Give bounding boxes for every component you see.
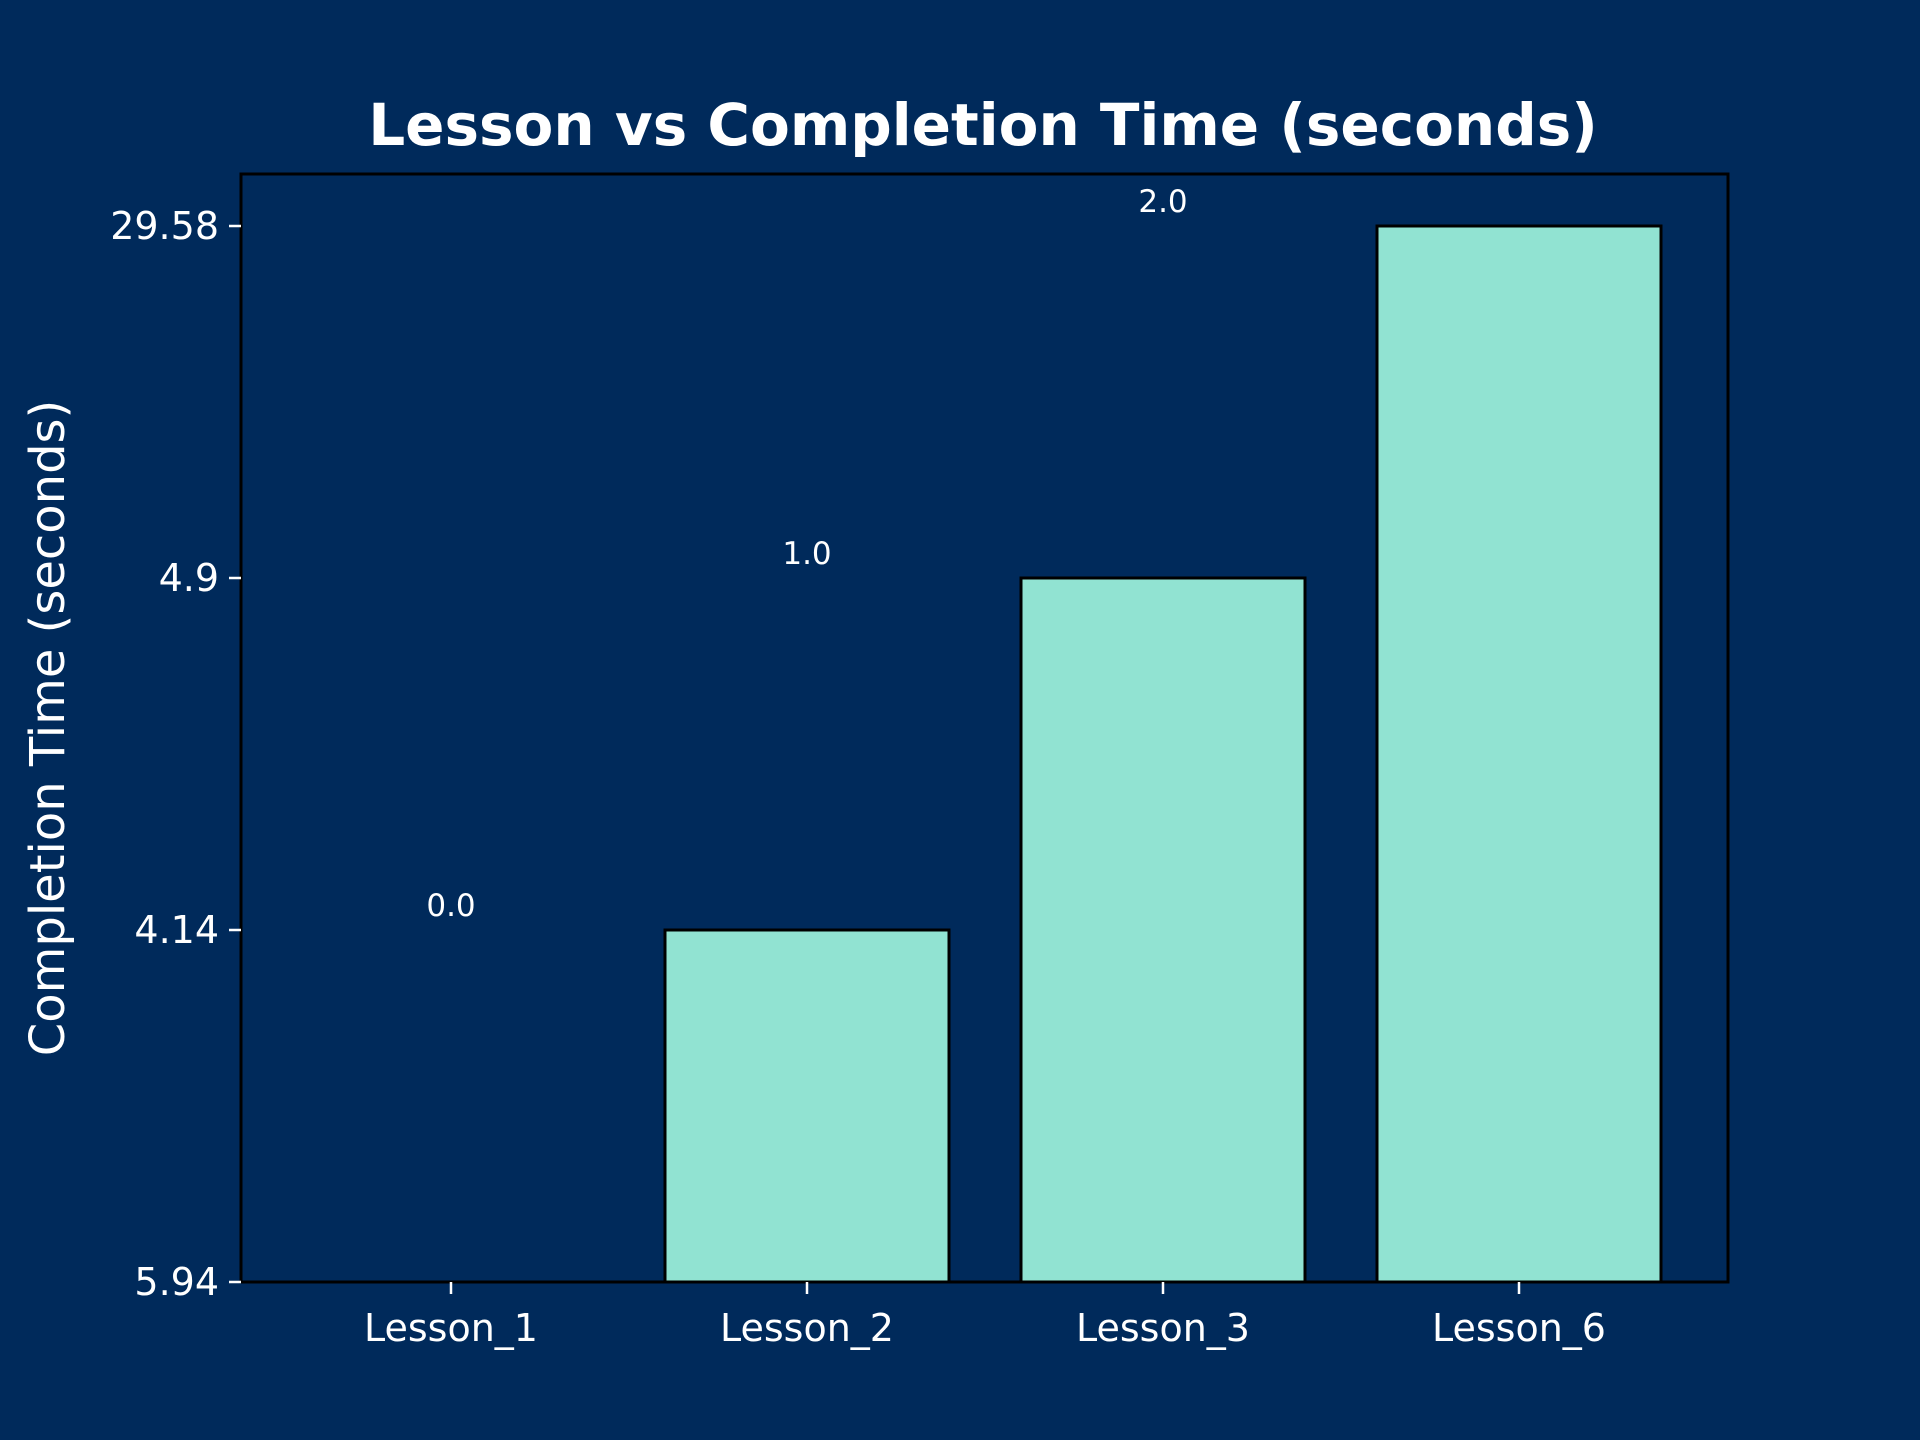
x-tick-label: Lesson_3 xyxy=(1076,1306,1250,1350)
y-tick-label: 4.9 xyxy=(159,556,219,600)
x-tick-label: Lesson_6 xyxy=(1432,1306,1606,1350)
data-label: 1.0 xyxy=(782,536,831,572)
chart-title: Lesson vs Completion Time (seconds) xyxy=(368,91,1598,159)
data-label: 0.0 xyxy=(426,888,475,924)
y-tick-label: 4.14 xyxy=(134,908,219,952)
bar-lesson-3 xyxy=(1019,576,1307,1284)
y-tick-label: 5.94 xyxy=(134,1260,219,1304)
y-axis-label: Completion Time (seconds) xyxy=(20,400,76,1057)
plot-area: 0.0 1.0 2.0 5.94 4.14 4.9 29.58 Lesson_1 Lesson_… xyxy=(110,172,1730,1350)
axes-frame xyxy=(239,172,1730,1284)
x-tick-label: Lesson_1 xyxy=(364,1306,538,1350)
y-tick-label: 29.58 xyxy=(110,204,219,248)
x-tick-label: Lesson_2 xyxy=(720,1306,894,1350)
bar-lesson-6 xyxy=(1375,224,1663,1284)
bar-lesson-2 xyxy=(663,928,951,1284)
data-label: 2.0 xyxy=(1138,184,1187,220)
